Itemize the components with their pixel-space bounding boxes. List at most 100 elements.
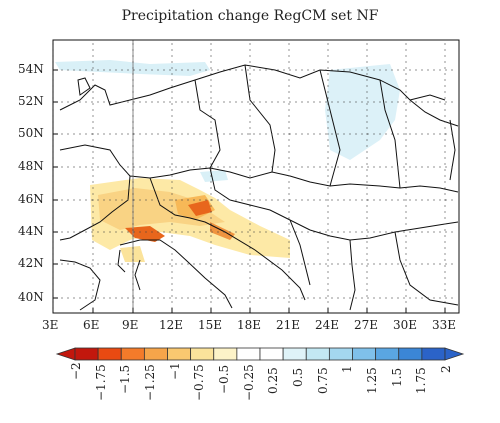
grid-dot — [288, 259, 290, 261]
grid-dot — [181, 297, 183, 299]
grid-dot — [132, 115, 134, 117]
grid-dot — [175, 69, 177, 71]
grid-dot — [132, 181, 134, 183]
dry-patch-mid — [98, 188, 225, 230]
grid-dot — [405, 67, 407, 69]
grid-dot — [337, 263, 339, 265]
grid-dot — [444, 61, 446, 63]
grid-dot — [271, 69, 273, 71]
grid-dot — [171, 163, 173, 165]
grid-dot — [210, 55, 212, 57]
grid-dot — [171, 187, 173, 189]
grid-dot — [327, 211, 329, 213]
grid-dot — [288, 145, 290, 147]
grid-dot — [405, 133, 407, 135]
grid-dot — [367, 133, 369, 135]
grid-dot — [444, 103, 446, 105]
grid-dot — [97, 297, 99, 299]
grid-dot — [289, 69, 291, 71]
grid-dot — [366, 223, 368, 225]
grid-dot — [271, 231, 273, 233]
country-borders — [59, 64, 459, 311]
grid-dot — [97, 133, 99, 135]
grid-dot — [67, 263, 69, 265]
grid-dot — [444, 241, 446, 243]
grid-dot — [415, 199, 417, 201]
grid-dot — [444, 265, 446, 267]
grid-dot — [249, 175, 251, 177]
grid-dot — [85, 199, 87, 201]
grid-dot — [385, 263, 387, 265]
grid-dot — [327, 151, 329, 153]
grid-dot — [373, 199, 375, 201]
grid-dot — [415, 297, 417, 299]
grid-dot — [427, 101, 429, 103]
grid-dot — [205, 263, 207, 265]
grid-dot — [415, 263, 417, 265]
colorbar-label: −1.25 — [143, 364, 157, 401]
grid-dot — [157, 101, 159, 103]
grid-dot — [405, 289, 407, 291]
grid-dot — [265, 263, 267, 265]
grid-dot — [253, 133, 255, 135]
grid-dot — [91, 231, 93, 233]
x-tick-label: 3E — [42, 318, 59, 332]
grid-dot — [405, 271, 407, 273]
grid-dot — [133, 231, 135, 233]
colorbar-box — [305, 347, 330, 361]
grid-dot — [405, 187, 407, 189]
grid-dot — [210, 91, 212, 93]
grid-dot — [79, 231, 81, 233]
grid-dot — [79, 101, 81, 103]
grid-dot — [163, 263, 165, 265]
grid-dot — [405, 79, 407, 81]
grid-dot — [313, 69, 315, 71]
grid-dot — [355, 166, 357, 168]
x-tick-label: 6E — [83, 318, 100, 332]
colorbar-label: 1.75 — [414, 367, 429, 394]
grid-dot — [444, 157, 446, 159]
grid-dot — [171, 55, 173, 57]
grid-dot — [451, 199, 453, 201]
grid-dot — [109, 263, 111, 265]
grid-dot — [355, 231, 357, 233]
grid-dot — [366, 145, 368, 147]
grid-dot — [92, 259, 94, 261]
grid-dot — [327, 127, 329, 129]
grid-dot — [211, 297, 213, 299]
grid-dot — [210, 265, 212, 267]
grid-dot — [109, 231, 111, 233]
grid-dot — [277, 263, 279, 265]
grid-dot — [249, 91, 251, 93]
grid-dot — [451, 166, 453, 168]
grid-dot — [249, 85, 251, 87]
grid-dot — [133, 297, 135, 299]
grid-dot — [249, 169, 251, 171]
colorbar-label: 1 — [340, 365, 355, 373]
grid-dot — [193, 231, 195, 233]
grid-dot — [235, 231, 237, 233]
grid-dot — [288, 91, 290, 93]
grid-dot — [235, 263, 237, 265]
grid-dot — [181, 133, 183, 135]
grid-dot — [439, 199, 441, 201]
grid-dot — [132, 199, 134, 201]
grid-dot — [288, 49, 290, 51]
grid-dot — [288, 43, 290, 45]
grid-dot — [277, 133, 279, 135]
grid-dot — [115, 199, 117, 201]
grid-dot — [451, 231, 453, 233]
grid-dot — [121, 297, 123, 299]
grid-dot — [366, 55, 368, 57]
grid-dot — [235, 166, 237, 168]
colorbar-box — [74, 347, 99, 361]
grid-dot — [97, 263, 99, 265]
grid-dot — [331, 263, 333, 265]
grid-dot — [327, 199, 329, 201]
grid-dot — [366, 115, 368, 117]
grid-dot — [249, 235, 251, 237]
grid-dot — [415, 133, 417, 135]
grid-dot — [366, 157, 368, 159]
grid-dot — [249, 241, 251, 243]
grid-dot — [271, 101, 273, 103]
